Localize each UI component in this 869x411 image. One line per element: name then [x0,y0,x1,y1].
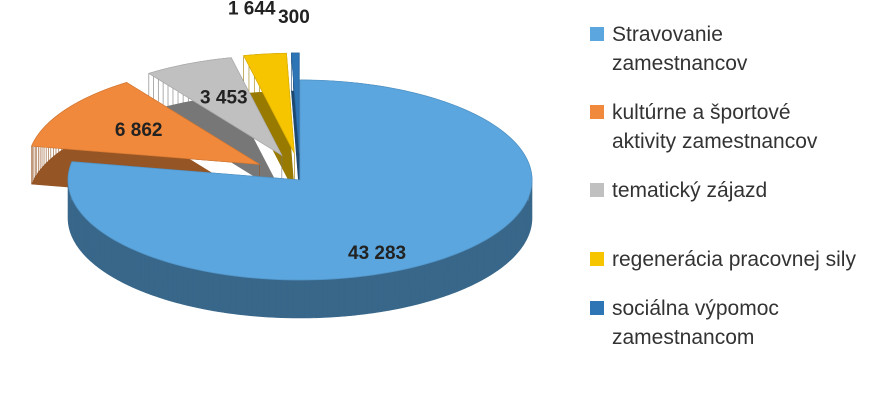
data-label: 1 644 [228,0,276,19]
legend-item: tematický zájazd [590,176,860,205]
legend-label: tematický zájazd [612,179,768,202]
legend-label: regenerácia pracovnej sily [612,248,856,271]
slice [67,79,533,281]
slice [290,52,300,154]
legend-swatch [590,183,604,197]
legend-item: regenerácia pracovnej sily [590,245,860,274]
legend-swatch [590,301,604,315]
slice [147,57,283,157]
legend-swatch [590,252,604,266]
slice [30,82,260,165]
legend-swatch [590,105,604,119]
legend-item: Stravovanie zamestnancov [590,20,860,78]
legend-item: kultúrne a športové aktivity zamestnanco… [590,98,860,156]
slice [243,52,295,154]
legend-item: sociálna výpomoc zamestnancom [590,294,860,352]
legend-swatch [590,27,604,41]
legend-label: kultúrne a športové aktivity zamestnanco… [612,101,818,153]
legend: Stravovanie zamestnancov kultúrne a šport… [590,20,860,372]
data-label: 6 862 [115,120,163,141]
legend-label: sociálna výpomoc zamestnancom [612,297,779,349]
data-label: 43 283 [348,243,406,264]
data-label: 300 [278,7,310,28]
data-label: 3 453 [200,88,248,109]
legend-label: Stravovanie zamestnancov [612,23,748,75]
